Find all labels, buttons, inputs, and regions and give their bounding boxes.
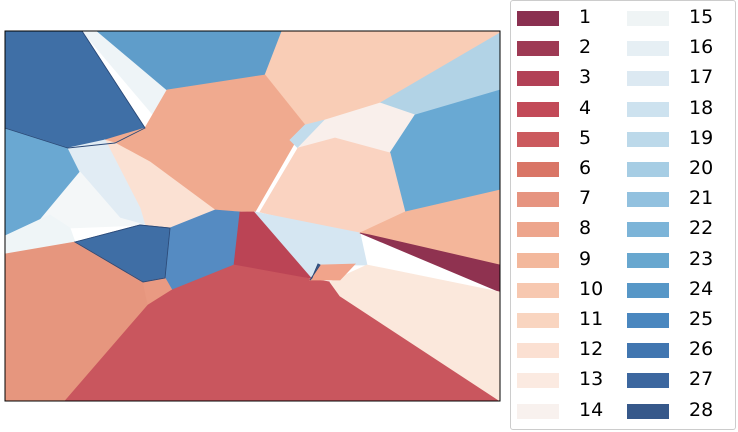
- voronoi-cell-edge-17: [73, 224, 171, 283]
- legend-label: 13: [579, 368, 604, 391]
- legend-swatch: [627, 162, 669, 177]
- legend-swatch: [517, 313, 559, 328]
- voronoi-cell-6: [104, 74, 306, 213]
- legend-label: 20: [689, 157, 714, 179]
- legend-label: 25: [689, 308, 714, 330]
- legend-label: 14: [579, 398, 604, 421]
- legend-swatch: [627, 41, 669, 57]
- legend-swatch: [627, 282, 669, 298]
- legend-swatch: [517, 343, 559, 359]
- legend-label: 19: [689, 126, 714, 149]
- voronoi-regions: [5, 31, 500, 401]
- legend-label: 18: [689, 96, 714, 119]
- legend-label: 2: [579, 36, 592, 59]
- legend: 1 2 3 4 5 6 7 8 9 10 11 12 13 14 15 16 17 18 19 20 21 22 23 24 2…: [510, 0, 736, 430]
- legend-label: 26: [689, 338, 714, 361]
- voronoi-cell-23: [359, 232, 500, 293]
- voronoi-cell-16: [5, 214, 76, 255]
- voronoi-cell-edge-21: [309, 263, 321, 281]
- legend-swatch: [627, 11, 669, 26]
- voronoi-cell-edge-1: [5, 31, 146, 149]
- legend-swatch: [627, 131, 669, 147]
- legend-swatch: [517, 373, 559, 389]
- legend-label: 15: [689, 6, 714, 28]
- legend-label: 22: [689, 217, 714, 240]
- legend-label: 5: [579, 126, 592, 149]
- legend-label: 3: [579, 66, 592, 89]
- legend-swatch: [627, 343, 669, 359]
- legend-label: 1: [579, 6, 592, 28]
- legend-label: 16: [689, 36, 714, 59]
- legend-label: 10: [579, 277, 604, 300]
- legend-swatch: [517, 131, 559, 147]
- legend-label: 23: [689, 247, 714, 270]
- legend-swatch: [517, 11, 559, 26]
- legend-swatch: [517, 162, 559, 177]
- voronoi-cell-27: [329, 264, 500, 401]
- voronoi-cell-19: [233, 211, 313, 279]
- legend-swatch: [627, 252, 669, 268]
- axes-frame: [4, 30, 501, 402]
- legend-label: 8: [579, 217, 592, 240]
- legend-label: 6: [579, 157, 592, 179]
- legend-label: 27: [689, 368, 714, 391]
- legend-label: 4: [579, 96, 592, 119]
- legend-label: 7: [579, 187, 592, 210]
- legend-swatch: [627, 403, 669, 419]
- voronoi-plot: [4, 30, 501, 402]
- legend-swatch: [517, 71, 559, 87]
- legend-swatch: [517, 403, 559, 419]
- legend-swatch: [517, 101, 559, 117]
- legend-label: 24: [689, 277, 714, 300]
- legend-swatch: [627, 101, 669, 117]
- legend-label: 21: [689, 187, 714, 210]
- legend-swatch: [517, 41, 559, 57]
- legend-label: 11: [579, 308, 604, 330]
- legend-swatch: [627, 222, 669, 238]
- legend-label: 9: [579, 247, 592, 270]
- legend-swatch: [627, 373, 669, 389]
- legend-swatch: [517, 192, 559, 208]
- legend-label: 28: [689, 398, 714, 421]
- legend-label: 17: [689, 66, 714, 89]
- legend-swatch: [627, 313, 669, 328]
- legend-swatch: [517, 282, 559, 298]
- legend-swatch: [627, 192, 669, 208]
- legend-label: 12: [579, 338, 604, 361]
- legend-swatch: [627, 71, 669, 87]
- legend-swatch: [517, 222, 559, 238]
- legend-swatch: [517, 252, 559, 268]
